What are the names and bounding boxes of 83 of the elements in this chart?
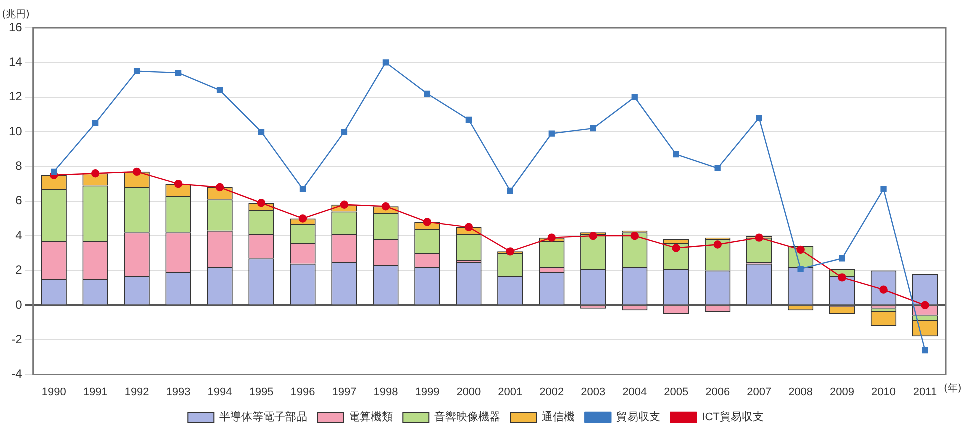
point (672, 244, 680, 252)
legend-label: 貿易収支 (616, 410, 661, 424)
point (507, 188, 514, 194)
y-tick-label: 16 (8, 20, 23, 34)
x-tick-label: 2001 (498, 386, 523, 398)
point (258, 128, 265, 136)
legend-label: ICT貿易収支 (702, 410, 764, 424)
point (51, 168, 58, 175)
x-tick-label: 2010 (872, 386, 896, 398)
x-tick-label: 1994 (208, 386, 232, 398)
point (796, 246, 805, 254)
y-tick-label: 2 (16, 263, 23, 278)
point (755, 234, 764, 242)
point (714, 165, 721, 172)
point (298, 214, 308, 223)
point (382, 202, 390, 211)
legend-label: 音響映像機器 (434, 410, 501, 424)
x-tick-label: 1993 (166, 386, 191, 398)
x-tick-label: 2007 (747, 386, 772, 398)
point (464, 223, 474, 232)
point (798, 266, 804, 272)
point (300, 186, 306, 192)
x-axis-title: (年) (944, 382, 962, 394)
point (382, 60, 390, 66)
point (216, 87, 224, 94)
point (132, 168, 142, 176)
point (714, 240, 722, 249)
point (216, 183, 224, 192)
x-tick-label: 2009 (830, 386, 855, 398)
x-tick-label: 1991 (83, 386, 108, 398)
point (466, 116, 472, 123)
point (921, 301, 930, 310)
point (880, 186, 887, 192)
point (257, 199, 266, 208)
point (548, 130, 555, 137)
x-tick-label: 1990 (42, 386, 66, 398)
y-tick-label: -2 (12, 332, 23, 346)
x-tick-label: 1995 (249, 386, 274, 398)
y-tick-label: 6 (16, 194, 23, 208)
point (134, 68, 140, 74)
point (506, 248, 515, 256)
x-tick-label: 2002 (540, 386, 564, 398)
x-tick-label: 1997 (332, 386, 357, 398)
point (423, 218, 432, 226)
point (838, 274, 846, 282)
x-tick-label: 2006 (706, 386, 730, 398)
point (630, 232, 639, 240)
x-tick-label: 1992 (124, 386, 150, 398)
x-tick-label: 2000 (456, 386, 482, 398)
y-tick-label: -4 (12, 367, 23, 382)
y-tick-label: 4 (16, 228, 23, 242)
point (340, 200, 349, 209)
point (673, 152, 680, 158)
point (590, 125, 596, 132)
x-tick-label: 2005 (664, 386, 689, 398)
point (92, 120, 99, 126)
y-tick-label: 0 (16, 298, 23, 312)
x-tick-label: 2004 (622, 386, 648, 398)
x-tick-label: 1998 (374, 386, 398, 398)
legend-label: 電算機類 (349, 412, 394, 424)
point (922, 347, 928, 354)
y-tick-label: 12 (8, 90, 23, 104)
point (174, 180, 183, 188)
legend-label: 半導体等電子部品 (220, 410, 308, 424)
x-tick-label: 1999 (415, 386, 440, 398)
point (548, 234, 556, 242)
point (91, 170, 100, 178)
y-tick-label: 8 (16, 159, 23, 174)
x-tick-label: 1996 (290, 386, 316, 398)
point (341, 128, 348, 136)
x-tick-label: 2011 (913, 386, 938, 398)
point (424, 90, 431, 97)
y-tick-label: 10 (8, 124, 23, 138)
y-axis-title: (兆円) (2, 8, 30, 21)
point (589, 232, 598, 240)
x-tick-label: 2008 (788, 386, 814, 398)
x-tick-label: 2003 (581, 386, 606, 398)
point (632, 94, 638, 100)
point (756, 115, 762, 122)
point (839, 256, 846, 262)
point (175, 70, 182, 76)
y-tick-label: 14 (8, 54, 23, 69)
legend-label: 通信機 (542, 410, 576, 424)
